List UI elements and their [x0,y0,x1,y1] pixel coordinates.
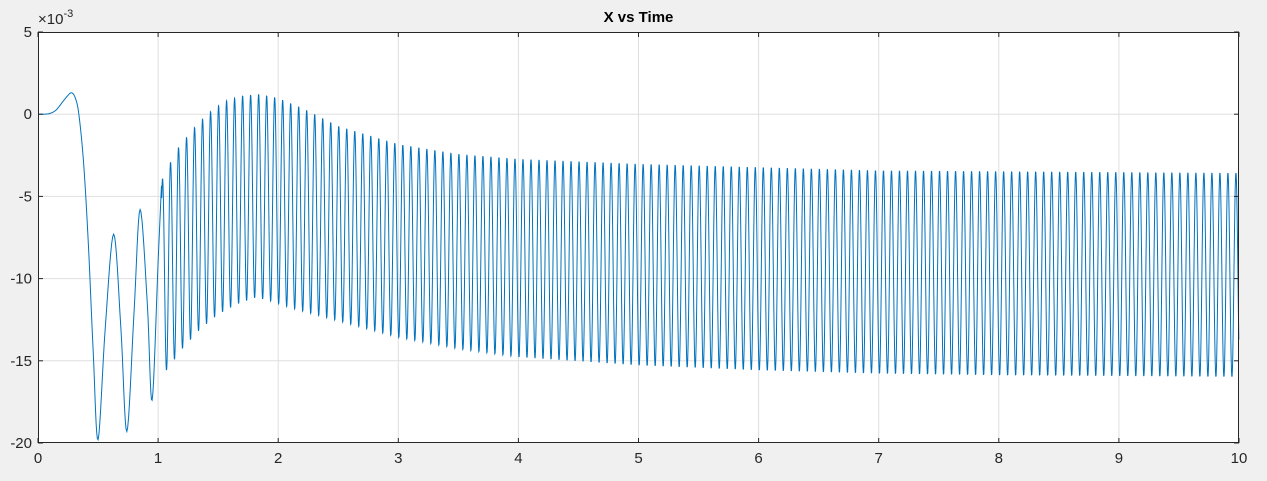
x-tick-label: 10 [1231,450,1248,467]
y-tick-label: -5 [19,188,32,205]
y-tick-labels: -20 -15 -10 -5 0 5 [10,24,32,452]
x-tick-label: 9 [1115,450,1123,467]
x-tick-label: 0 [34,450,42,467]
y-tick-label: -20 [10,435,32,452]
x-tick-label: 7 [875,450,883,467]
y-tick-label: 5 [24,24,32,41]
x-tick-label: 2 [274,450,282,467]
x-tick-label: 5 [634,450,642,467]
ticks [37,31,1240,444]
x-tick-labels: 0 1 2 3 4 5 6 7 8 9 10 [34,450,1248,467]
x-tick-label: 8 [995,450,1003,467]
x-tick-label: 1 [154,450,162,467]
x-tick-label: 4 [514,450,522,467]
y-tick-label: -15 [10,353,32,370]
y-exponent-label: ×10-3 [38,8,73,28]
x-tick-label: 3 [394,450,402,467]
x-tick-label: 6 [754,450,762,467]
y-exponent-base: ×10 [38,11,63,28]
series-line [37,92,1240,442]
chart-title: X vs Time [604,9,674,26]
y-exponent-power: -3 [63,8,73,20]
y-tick-label: 0 [24,106,32,123]
y-tick-label: -10 [10,271,32,288]
